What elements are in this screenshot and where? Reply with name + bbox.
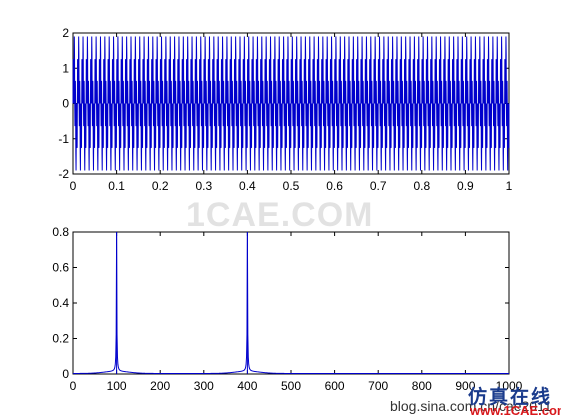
y-tick-label: -2	[58, 167, 69, 181]
x-tick-label: 400	[237, 379, 257, 393]
x-tick-label: 800	[412, 379, 432, 393]
y-tick-label: 0.8	[52, 225, 69, 239]
x-tick-label: 200	[150, 379, 170, 393]
y-tick-label: 0.4	[52, 296, 69, 310]
x-tick-label: 0.9	[457, 179, 474, 193]
x-tick-label: 900	[455, 379, 475, 393]
plot-2-frame	[72, 231, 510, 375]
spectrum-plot: 0 100 200 300 400 500 600 700 800 900 1000 0 0.2 0.4 0…	[52, 225, 522, 393]
y-tick-label: 0	[62, 97, 69, 111]
x-tick-label: 1	[506, 179, 513, 193]
blog-url-watermark: blog.sina.com.cn/cae2011	[390, 398, 552, 414]
x-tick-label: 0.8	[413, 179, 430, 193]
x-tick-label: 300	[194, 379, 214, 393]
x-tick-label: 500	[281, 379, 301, 393]
time-domain-plot: 0 0.1 0.2 0.3 0.4 0.5 0.6 0.7 0.8 0.9 1 -2 -1 0 1 2	[58, 26, 512, 193]
x-tick-label: 0.5	[283, 179, 300, 193]
x-tick-label: 100	[107, 379, 127, 393]
x-tick-label: 0.1	[108, 179, 125, 193]
x-tick-label: 700	[368, 379, 388, 393]
y-tick-label: -1	[58, 132, 69, 146]
x-tick-label: 0.4	[239, 179, 256, 193]
brand-watermark: 仿真在线	[468, 386, 553, 408]
y-tick-label: 0	[62, 367, 69, 381]
spectrum-line	[73, 231, 509, 374]
signal-line	[72, 36, 510, 171]
center-watermark: 1CAE.COM	[186, 196, 374, 234]
y-tick-label: 0.6	[52, 261, 69, 275]
x-tick-label: 1000	[496, 379, 523, 393]
site-watermark: www.1CAE.com	[470, 403, 561, 418]
x-tick-label: 600	[325, 379, 345, 393]
x-tick-label: 0.6	[326, 179, 343, 193]
x-tick-label: 0	[70, 379, 77, 393]
x-tick-label: 0.7	[370, 179, 387, 193]
y-tick-label: 0.2	[52, 332, 69, 346]
x-tick-label: 0.2	[152, 179, 169, 193]
x-tick-label: 0.3	[195, 179, 212, 193]
y-tick-label: 1	[62, 61, 69, 75]
x-tick-label: 0	[70, 179, 77, 193]
y-tick-label: 2	[62, 26, 69, 40]
